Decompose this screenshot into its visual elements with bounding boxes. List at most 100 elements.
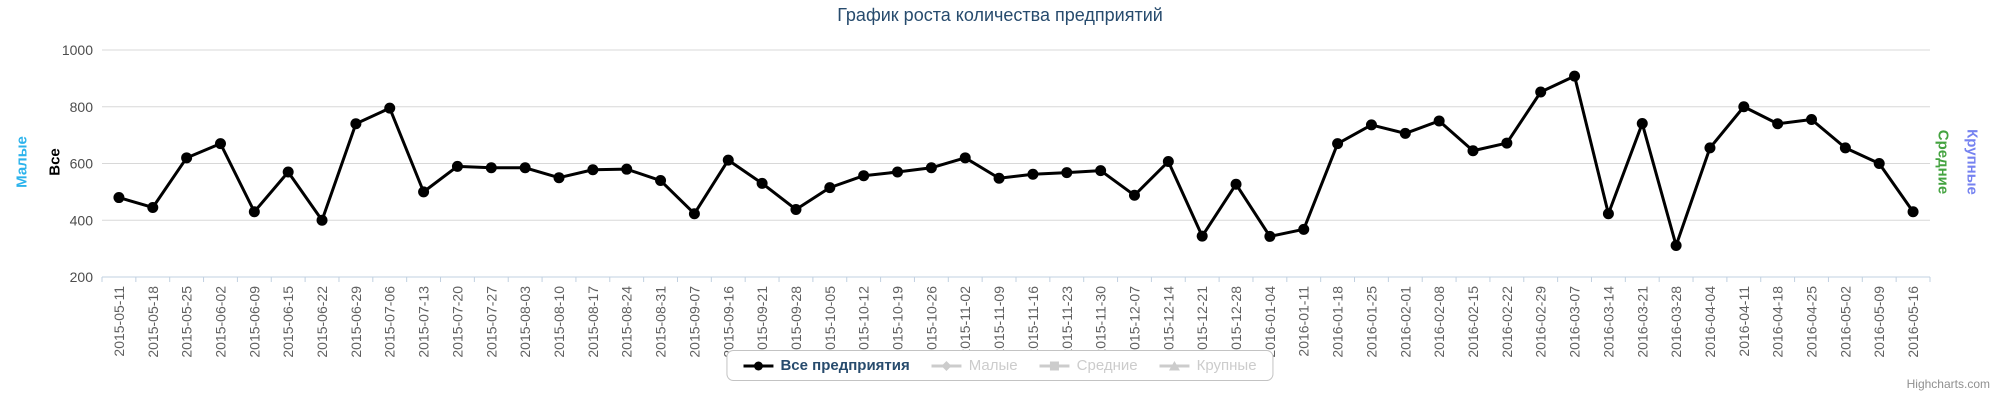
data-point[interactable]	[1298, 223, 1310, 235]
x-axis-label: 2015-06-09	[246, 286, 262, 358]
highcharts-credit[interactable]: Highcharts.com	[1906, 377, 1990, 391]
data-point[interactable]	[722, 154, 734, 166]
data-point[interactable]	[1806, 114, 1818, 126]
data-point[interactable]	[214, 138, 226, 150]
data-point[interactable]	[959, 152, 971, 164]
x-axis-label: 2016-03-14	[1600, 286, 1616, 358]
x-axis-label: 2015-10-19	[890, 286, 906, 358]
x-axis-label: 2015-05-18	[145, 286, 161, 358]
x-axis-label: 2016-05-02	[1837, 286, 1853, 358]
data-point[interactable]	[519, 162, 531, 174]
data-point[interactable]	[1061, 167, 1073, 179]
x-axis-label: 2015-08-03	[517, 286, 533, 358]
x-axis-label: 2016-01-04	[1262, 286, 1278, 358]
data-point[interactable]	[1365, 119, 1377, 131]
data-point[interactable]	[1196, 230, 1208, 242]
data-point[interactable]	[1095, 165, 1107, 177]
data-point[interactable]	[1569, 70, 1581, 82]
data-point[interactable]	[688, 208, 700, 220]
legend-item-srednie[interactable]: Средние	[1039, 357, 1138, 374]
data-point[interactable]	[316, 214, 328, 226]
x-axis-label: 2015-07-13	[416, 286, 432, 358]
x-axis-label: 2015-11-30	[1093, 286, 1109, 357]
x-axis-label: 2016-02-15	[1465, 286, 1481, 358]
data-point[interactable]	[1636, 117, 1648, 129]
x-axis-label: 2016-02-01	[1397, 286, 1413, 358]
data-point[interactable]	[451, 160, 463, 172]
x-axis-label: 2015-12-21	[1194, 286, 1210, 358]
y-axis-title-malye: Малые	[13, 136, 31, 188]
y-axis-title-krupnye: Крупные	[1963, 129, 1981, 195]
data-point[interactable]	[113, 192, 125, 204]
x-axis-label: 2015-09-28	[788, 286, 804, 358]
x-axis-label: 2015-12-14	[1160, 286, 1176, 358]
x-axis-label: 2015-10-12	[856, 286, 872, 358]
data-point[interactable]	[824, 182, 836, 194]
data-point[interactable]	[1467, 145, 1479, 157]
x-axis-label: 2015-11-09	[991, 286, 1007, 357]
data-point[interactable]	[756, 177, 768, 189]
data-point[interactable]	[1433, 115, 1445, 127]
data-point[interactable]	[1128, 189, 1140, 201]
data-point[interactable]	[1670, 240, 1682, 252]
data-point[interactable]	[587, 164, 599, 176]
legend-marker-triangle-icon	[1159, 360, 1190, 370]
x-axis-label: 2015-12-07	[1126, 286, 1142, 358]
x-axis-label: 2015-09-16	[720, 286, 736, 358]
x-axis-label: 2015-05-11	[111, 286, 127, 357]
data-point[interactable]	[1027, 168, 1039, 180]
x-axis-label: 2016-04-25	[1804, 286, 1820, 358]
data-point[interactable]	[1399, 127, 1411, 139]
data-point[interactable]	[1501, 137, 1513, 149]
data-point[interactable]	[993, 172, 1005, 184]
x-axis-label: 2015-05-25	[179, 286, 195, 358]
data-point[interactable]	[1264, 230, 1276, 242]
data-point[interactable]	[1535, 86, 1547, 98]
data-point[interactable]	[1839, 142, 1851, 154]
data-point[interactable]	[553, 172, 565, 184]
x-axis-label: 2015-10-26	[923, 286, 939, 358]
data-point[interactable]	[1602, 208, 1614, 220]
legend-item-krupnye[interactable]: Крупные	[1159, 357, 1257, 374]
data-point[interactable]	[892, 166, 904, 178]
data-point[interactable]	[790, 203, 802, 215]
data-point[interactable]	[1772, 118, 1784, 130]
x-axis-label: 2015-09-21	[754, 286, 770, 358]
x-axis-label: 2016-01-18	[1330, 286, 1346, 358]
x-axis-label: 2015-11-23	[1059, 286, 1075, 357]
data-point[interactable]	[1704, 142, 1716, 154]
data-point[interactable]	[350, 118, 362, 130]
y-axis-title-srednie: Средние	[1934, 129, 1952, 195]
data-point[interactable]	[248, 206, 260, 218]
x-axis-label: 2015-11-02	[957, 286, 973, 357]
data-point[interactable]	[282, 166, 294, 178]
data-point[interactable]	[1162, 156, 1174, 168]
data-point[interactable]	[181, 152, 193, 164]
data-point[interactable]	[485, 162, 497, 174]
chart-title: График роста количества предприятий	[837, 5, 1163, 25]
data-point[interactable]	[147, 201, 159, 213]
data-point[interactable]	[418, 186, 430, 198]
data-point[interactable]	[621, 163, 633, 175]
y-axis-label: 600	[70, 156, 94, 172]
data-point[interactable]	[1332, 138, 1344, 150]
x-axis-label: 2015-08-17	[585, 286, 601, 358]
legend-item-label: Средние	[1076, 357, 1138, 374]
x-axis-label: 2015-06-15	[280, 286, 296, 358]
data-point[interactable]	[1230, 178, 1242, 190]
data-point[interactable]	[1873, 158, 1885, 169]
x-axis-label: 2016-01-25	[1363, 286, 1379, 358]
legend-item-label: Все предприятия	[780, 357, 910, 374]
x-axis-label: 2015-08-24	[619, 286, 635, 358]
legend-item-vse-predpriyatiya[interactable]: Все предприятия	[743, 357, 910, 374]
legend-item-malye[interactable]: Малые	[931, 357, 1018, 374]
data-point[interactable]	[925, 162, 937, 174]
data-point[interactable]	[655, 175, 667, 187]
data-point[interactable]	[858, 170, 870, 182]
data-point[interactable]	[1907, 206, 1919, 218]
legend-item-label: Крупные	[1196, 357, 1257, 374]
data-point[interactable]	[1738, 101, 1750, 113]
legend-marker-circle-icon	[743, 361, 774, 370]
x-axis-label: 2015-07-27	[483, 286, 499, 358]
data-point[interactable]	[384, 102, 396, 114]
